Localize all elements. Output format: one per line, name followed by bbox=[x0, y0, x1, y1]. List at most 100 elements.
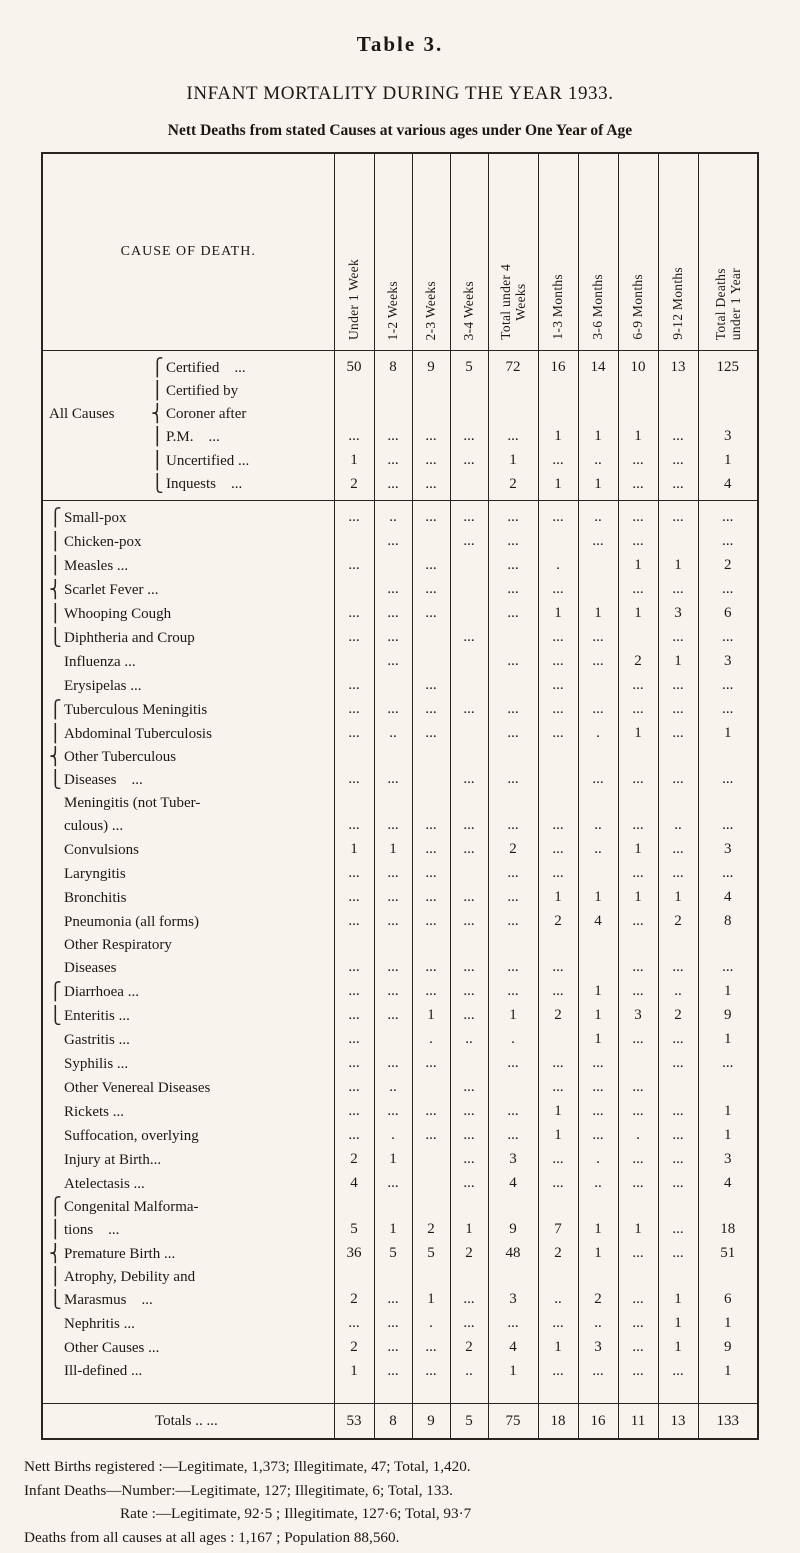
value-cell: ... bbox=[333, 746, 375, 792]
value-cell: 3 bbox=[657, 602, 699, 626]
brace-glyph bbox=[49, 1077, 64, 1100]
value-cell: ... bbox=[697, 530, 759, 554]
value-cell: 1 bbox=[537, 1124, 579, 1148]
value-cell bbox=[449, 578, 489, 602]
value-cell: .. bbox=[577, 449, 619, 473]
value-cell: 1 bbox=[657, 554, 699, 578]
table-row: ⎩ Enteritis ......... 1... 1 2 1 3 2 9 bbox=[41, 1004, 759, 1028]
cause-label: Syphilis ... bbox=[64, 1056, 129, 1072]
value-cell: . bbox=[577, 1148, 619, 1172]
value-cell: ... bbox=[697, 626, 759, 650]
value-cell: ... bbox=[617, 792, 659, 838]
value-cell: ... bbox=[373, 934, 413, 980]
value-cell: ... bbox=[373, 1052, 413, 1076]
value-cell: ... bbox=[617, 980, 659, 1004]
value-cell: 1 bbox=[617, 554, 659, 578]
cause-cell: Suffocation, overlying bbox=[41, 1124, 335, 1148]
value-cell: ... bbox=[373, 980, 413, 1004]
value-cell: . bbox=[537, 554, 579, 578]
value-cell: ... bbox=[487, 862, 539, 886]
value-cell: ... bbox=[657, 1360, 699, 1404]
value-cell: ... bbox=[411, 980, 451, 1004]
cause-label: Influenza ... bbox=[64, 654, 136, 670]
value-cell bbox=[577, 862, 619, 886]
value-cell: ... bbox=[577, 746, 619, 792]
value-cell: ... bbox=[487, 910, 539, 934]
table-row: ⎪ Whooping Cough............ 1 1 1 3 6 bbox=[41, 602, 759, 626]
value-cell: ... bbox=[657, 473, 699, 501]
value-cell: ... bbox=[333, 934, 375, 980]
value-cell: ... bbox=[617, 530, 659, 554]
value-cell: ... bbox=[487, 380, 539, 449]
value-cell: ... bbox=[487, 1052, 539, 1076]
column-header-total-deaths-under-1-year: Total Deaths under 1 Year bbox=[697, 152, 759, 351]
brace-glyph bbox=[49, 863, 64, 886]
value-cell: ... bbox=[487, 1124, 539, 1148]
brace-glyph: ⎪ ⎨ ⎪ bbox=[151, 381, 164, 447]
cause-cell: ⎧ ⎪ Congenital Malforma- tions ... bbox=[41, 1196, 335, 1242]
value-cell: 1 bbox=[537, 602, 579, 626]
table-row: Influenza ............... 2 1 3 bbox=[41, 650, 759, 674]
value-cell bbox=[449, 1052, 489, 1076]
value-cell: 2 bbox=[333, 1148, 375, 1172]
value-cell: ... bbox=[411, 934, 451, 980]
table-row: Meningitis (not Tuber- culous) .........… bbox=[41, 792, 759, 838]
value-cell bbox=[577, 934, 619, 980]
value-cell: ... bbox=[577, 650, 619, 674]
value-cell: ... bbox=[537, 626, 579, 650]
cause-label: Small-pox bbox=[64, 510, 127, 526]
value-cell: 6 bbox=[697, 1266, 759, 1312]
cause-cell: ⎪ Whooping Cough bbox=[41, 602, 335, 626]
value-cell: 2 bbox=[333, 473, 375, 501]
value-cell: ... bbox=[333, 1076, 375, 1100]
value-cell: ... bbox=[411, 1360, 451, 1404]
value-cell: ... bbox=[487, 792, 539, 838]
value-cell: ... bbox=[333, 886, 375, 910]
cause-cell: Meningitis (not Tuber- culous) ... bbox=[41, 792, 335, 838]
value-cell: ... bbox=[537, 500, 579, 530]
cause-label: Premature Birth ... bbox=[64, 1246, 176, 1262]
group-label bbox=[49, 450, 151, 473]
footnote-rate: Rate :—Legitimate, 92·5 ; Illegitimate, … bbox=[120, 1505, 472, 1522]
value-cell: 51 bbox=[697, 1242, 759, 1266]
value-cell: ... bbox=[373, 1360, 413, 1404]
cause-cell: ⎩ Enteritis ... bbox=[41, 1004, 335, 1028]
value-cell: ... bbox=[373, 1004, 413, 1028]
value-cell: 2 bbox=[617, 650, 659, 674]
value-cell: ... bbox=[697, 1052, 759, 1076]
value-cell: 1 bbox=[577, 380, 619, 449]
value-cell: 2 bbox=[577, 1266, 619, 1312]
cause-cell: Influenza ... bbox=[41, 650, 335, 674]
totals-label: Totals .. ... bbox=[41, 1403, 335, 1439]
cause-label: Atrophy, Debility and Marasmus ... bbox=[64, 1269, 196, 1308]
value-cell: ... bbox=[537, 1172, 579, 1196]
value-cell: 1 bbox=[537, 886, 579, 910]
value-cell: ... bbox=[697, 934, 759, 980]
value-cell bbox=[487, 674, 539, 698]
cause-label: Tuberculous Meningitis bbox=[64, 702, 208, 718]
value-cell: 1 bbox=[487, 1004, 539, 1028]
brace-glyph: ⎧ bbox=[49, 982, 62, 1002]
value-cell: ... bbox=[449, 1266, 489, 1312]
value-cell: ... bbox=[449, 1076, 489, 1100]
value-cell: ... bbox=[411, 449, 451, 473]
value-cell: 36 bbox=[333, 1242, 375, 1266]
value-cell: ... bbox=[449, 449, 489, 473]
header-row: CAUSE OF DEATH. Under 1 Week 1-2 Weeks 2… bbox=[41, 152, 759, 351]
value-cell: ... bbox=[697, 792, 759, 838]
value-cell: ... bbox=[373, 910, 413, 934]
table-row: ⎩ Diphtheria and Croup...................… bbox=[41, 626, 759, 650]
table-row: Erysipelas ..................... bbox=[41, 674, 759, 698]
value-cell bbox=[333, 530, 375, 554]
cause-cell: Laryngitis bbox=[41, 862, 335, 886]
value-cell bbox=[449, 674, 489, 698]
value-cell: ... bbox=[537, 674, 579, 698]
value-cell: 1 bbox=[697, 1100, 759, 1124]
value-cell: 72 bbox=[487, 350, 539, 380]
cause-cell: Erysipelas ... bbox=[41, 674, 335, 698]
value-cell bbox=[487, 1076, 539, 1100]
value-cell: ... bbox=[537, 1076, 579, 1100]
value-cell: 5 bbox=[411, 1242, 451, 1266]
cause-label: Nephritis ... bbox=[64, 1316, 135, 1332]
value-cell: 50 bbox=[333, 350, 375, 380]
